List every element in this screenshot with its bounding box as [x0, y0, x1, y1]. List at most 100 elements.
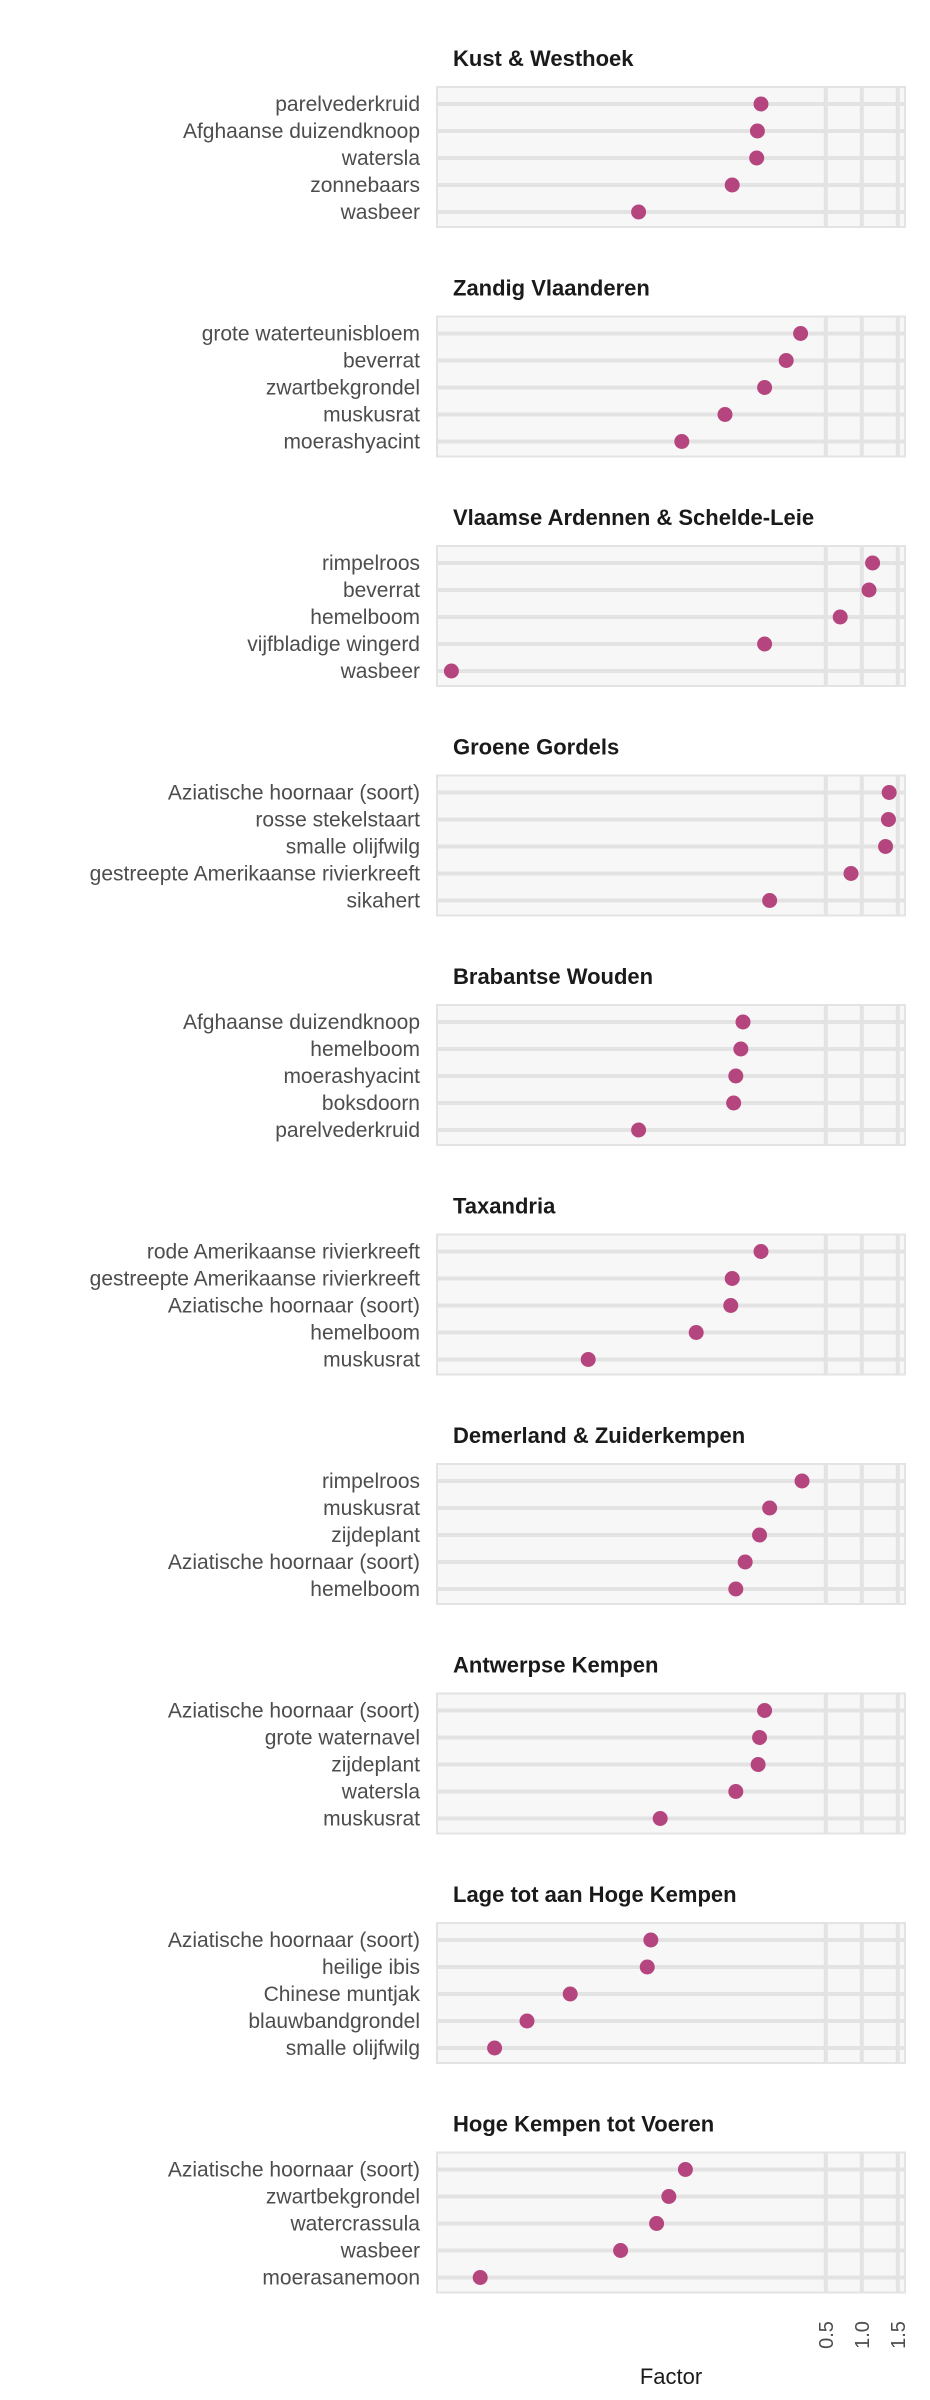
panel-title: Antwerpse Kempen [453, 1653, 658, 1678]
category-label: gestreepte Amerikaanse rivierkreeft [90, 863, 420, 886]
data-point [762, 1500, 778, 1516]
category-label: Afghaanse duizendknoop [183, 120, 420, 143]
panel-title: Brabantse Wouden [453, 964, 653, 989]
data-point [733, 1041, 749, 1057]
data-point [661, 2189, 677, 2204]
category-label: zijdeplant [331, 1754, 420, 1777]
x-tick-label: 1.0 [852, 2321, 874, 2349]
category-label: wasbeer [340, 660, 420, 683]
data-point [762, 893, 778, 908]
category-label: watersla [341, 147, 421, 170]
category-label: parelvederkruid [275, 93, 420, 116]
category-label: muskusrat [323, 404, 420, 427]
category-label: moerashyacint [283, 431, 420, 454]
data-point [880, 812, 896, 827]
data-point [487, 2040, 503, 2056]
data-point [726, 1095, 742, 1111]
category-label: hemelboom [310, 1578, 420, 1601]
category-label: Chinese muntjak [264, 1983, 421, 2006]
panel-title: Kust & Westhoek [453, 46, 634, 71]
data-point [778, 353, 794, 368]
facet-panel: Brabantse Wouden Afghaanse duizendknoop he… [183, 964, 906, 1146]
category-label: zijdeplant [331, 1524, 420, 1547]
facet-panel: Demerland & Zuiderkempen rimpelroos muskus… [168, 1423, 906, 1605]
category-label: gestreepte Amerikaanse rivierkreeft [90, 1268, 420, 1291]
panel-title: Groene Gordels [453, 735, 619, 760]
data-point [881, 785, 897, 800]
data-point [674, 434, 690, 449]
panel-title: Zandig Vlaanderen [453, 276, 650, 301]
data-point [753, 1244, 769, 1259]
category-label: rosse stekelstaart [255, 809, 420, 832]
data-point [753, 96, 769, 112]
category-label: watercrassula [289, 2213, 420, 2236]
x-tick-label: 1.5 [888, 2321, 910, 2349]
category-label: moerashyacint [283, 1065, 420, 1088]
category-label: watersla [341, 1781, 421, 1804]
category-label: muskusrat [323, 1808, 420, 1831]
data-point [832, 609, 848, 625]
data-point [861, 582, 877, 598]
data-point [752, 1527, 768, 1543]
category-label: moerasanemoon [262, 2267, 420, 2290]
panel-title: Taxandria [453, 1194, 556, 1219]
category-label: blauwbandgrondel [248, 2010, 420, 2033]
panel-title: Vlaamse Ardennen & Schelde-Leie [453, 505, 814, 530]
data-point [724, 177, 740, 193]
facet-panel: Antwerpse Kempen Aziatische hoornaar (soo… [168, 1653, 906, 1835]
chart-panels: Kust & Westhoek parelvederkruid Afghaanse … [90, 46, 906, 2294]
data-point [724, 1271, 740, 1286]
data-point [613, 2243, 629, 2258]
data-point [723, 1298, 739, 1313]
data-point [728, 1784, 744, 1799]
category-label: wasbeer [340, 201, 420, 224]
data-point [717, 407, 733, 422]
category-label: Aziatische hoornaar (soort) [168, 782, 420, 805]
data-point [728, 1581, 744, 1597]
data-point [752, 1730, 768, 1745]
data-point [631, 204, 647, 220]
data-point [793, 326, 809, 341]
panel-title: Lage tot aan Hoge Kempen [453, 1882, 737, 1907]
data-point [865, 555, 881, 571]
data-point [649, 2216, 665, 2231]
data-point [878, 839, 894, 854]
data-point [750, 1757, 766, 1772]
facet-panel: Hoge Kempen tot Voeren Aziatische hoornaa… [168, 2112, 906, 2294]
category-label: hemelboom [310, 606, 420, 629]
category-label: hemelboom [310, 1038, 420, 1061]
facet-panel: Groene Gordels Aziatische hoornaar (soort… [90, 735, 906, 917]
category-label: Aziatische hoornaar (soort) [168, 1929, 420, 1952]
category-label: heilige ibis [322, 1956, 420, 1979]
data-point [472, 2270, 488, 2285]
data-point [677, 2162, 693, 2177]
panel-title: Hoge Kempen tot Voeren [453, 2112, 714, 2137]
data-point [688, 1325, 704, 1340]
facet-panel: Taxandria rode Amerikaanse rivierkreeft ge… [90, 1194, 906, 1376]
category-label: smalle olijfwilg [286, 836, 420, 859]
data-point [757, 636, 773, 652]
category-label: muskusrat [323, 1349, 420, 1372]
category-label: grote waterteunisbloem [202, 323, 420, 346]
data-point [843, 866, 859, 881]
data-point [519, 2013, 535, 2029]
x-tick-label: 0.5 [816, 2321, 838, 2349]
category-label: beverrat [343, 579, 420, 602]
category-label: boksdoorn [322, 1092, 420, 1115]
data-point [728, 1068, 744, 1084]
facet-panel: Lage tot aan Hoge Kempen Aziatische hoorn… [168, 1882, 906, 2064]
x-axis-title: Factor [640, 2364, 702, 2389]
x-axis: 0.5 1.0 1.5 [816, 2321, 910, 2349]
category-label: zonnebaars [310, 174, 420, 197]
data-point [757, 380, 773, 395]
category-label: sikahert [346, 890, 420, 913]
data-point [749, 150, 765, 166]
panel-title: Demerland & Zuiderkempen [453, 1423, 745, 1448]
facet-panel: Vlaamse Ardennen & Schelde-Leie rimpelroo… [247, 505, 906, 687]
category-label: Aziatische hoornaar (soort) [168, 1551, 420, 1574]
category-label: muskusrat [323, 1497, 420, 1520]
category-label: Aziatische hoornaar (soort) [168, 1295, 420, 1318]
category-label: zwartbekgrondel [266, 2186, 420, 2209]
category-label: smalle olijfwilg [286, 2037, 420, 2060]
